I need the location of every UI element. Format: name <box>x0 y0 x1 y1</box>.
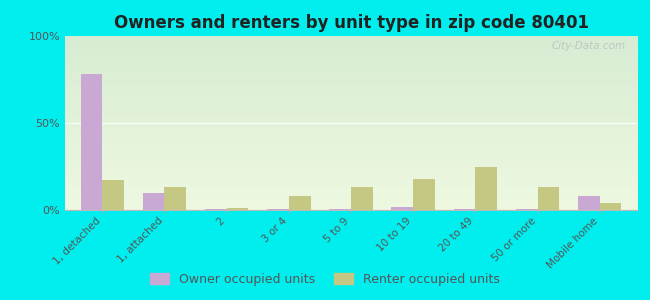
Bar <box>143 193 164 210</box>
Bar <box>515 209 538 210</box>
Bar <box>351 188 372 210</box>
Bar <box>391 206 413 210</box>
Legend: Owner occupied units, Renter occupied units: Owner occupied units, Renter occupied un… <box>146 268 504 291</box>
Bar <box>102 180 124 210</box>
Bar <box>475 167 497 210</box>
Text: City-Data.com: City-Data.com <box>551 41 625 51</box>
Bar <box>81 74 102 210</box>
Bar <box>289 196 311 210</box>
Bar <box>330 209 351 210</box>
Bar <box>227 208 248 210</box>
Bar <box>538 188 559 210</box>
Bar <box>600 203 621 210</box>
Title: Owners and renters by unit type in zip code 80401: Owners and renters by unit type in zip c… <box>114 14 588 32</box>
Bar <box>578 196 600 210</box>
Bar <box>267 209 289 210</box>
Bar <box>413 179 435 210</box>
Bar <box>454 209 475 210</box>
Bar <box>164 188 187 210</box>
Bar <box>205 209 227 210</box>
